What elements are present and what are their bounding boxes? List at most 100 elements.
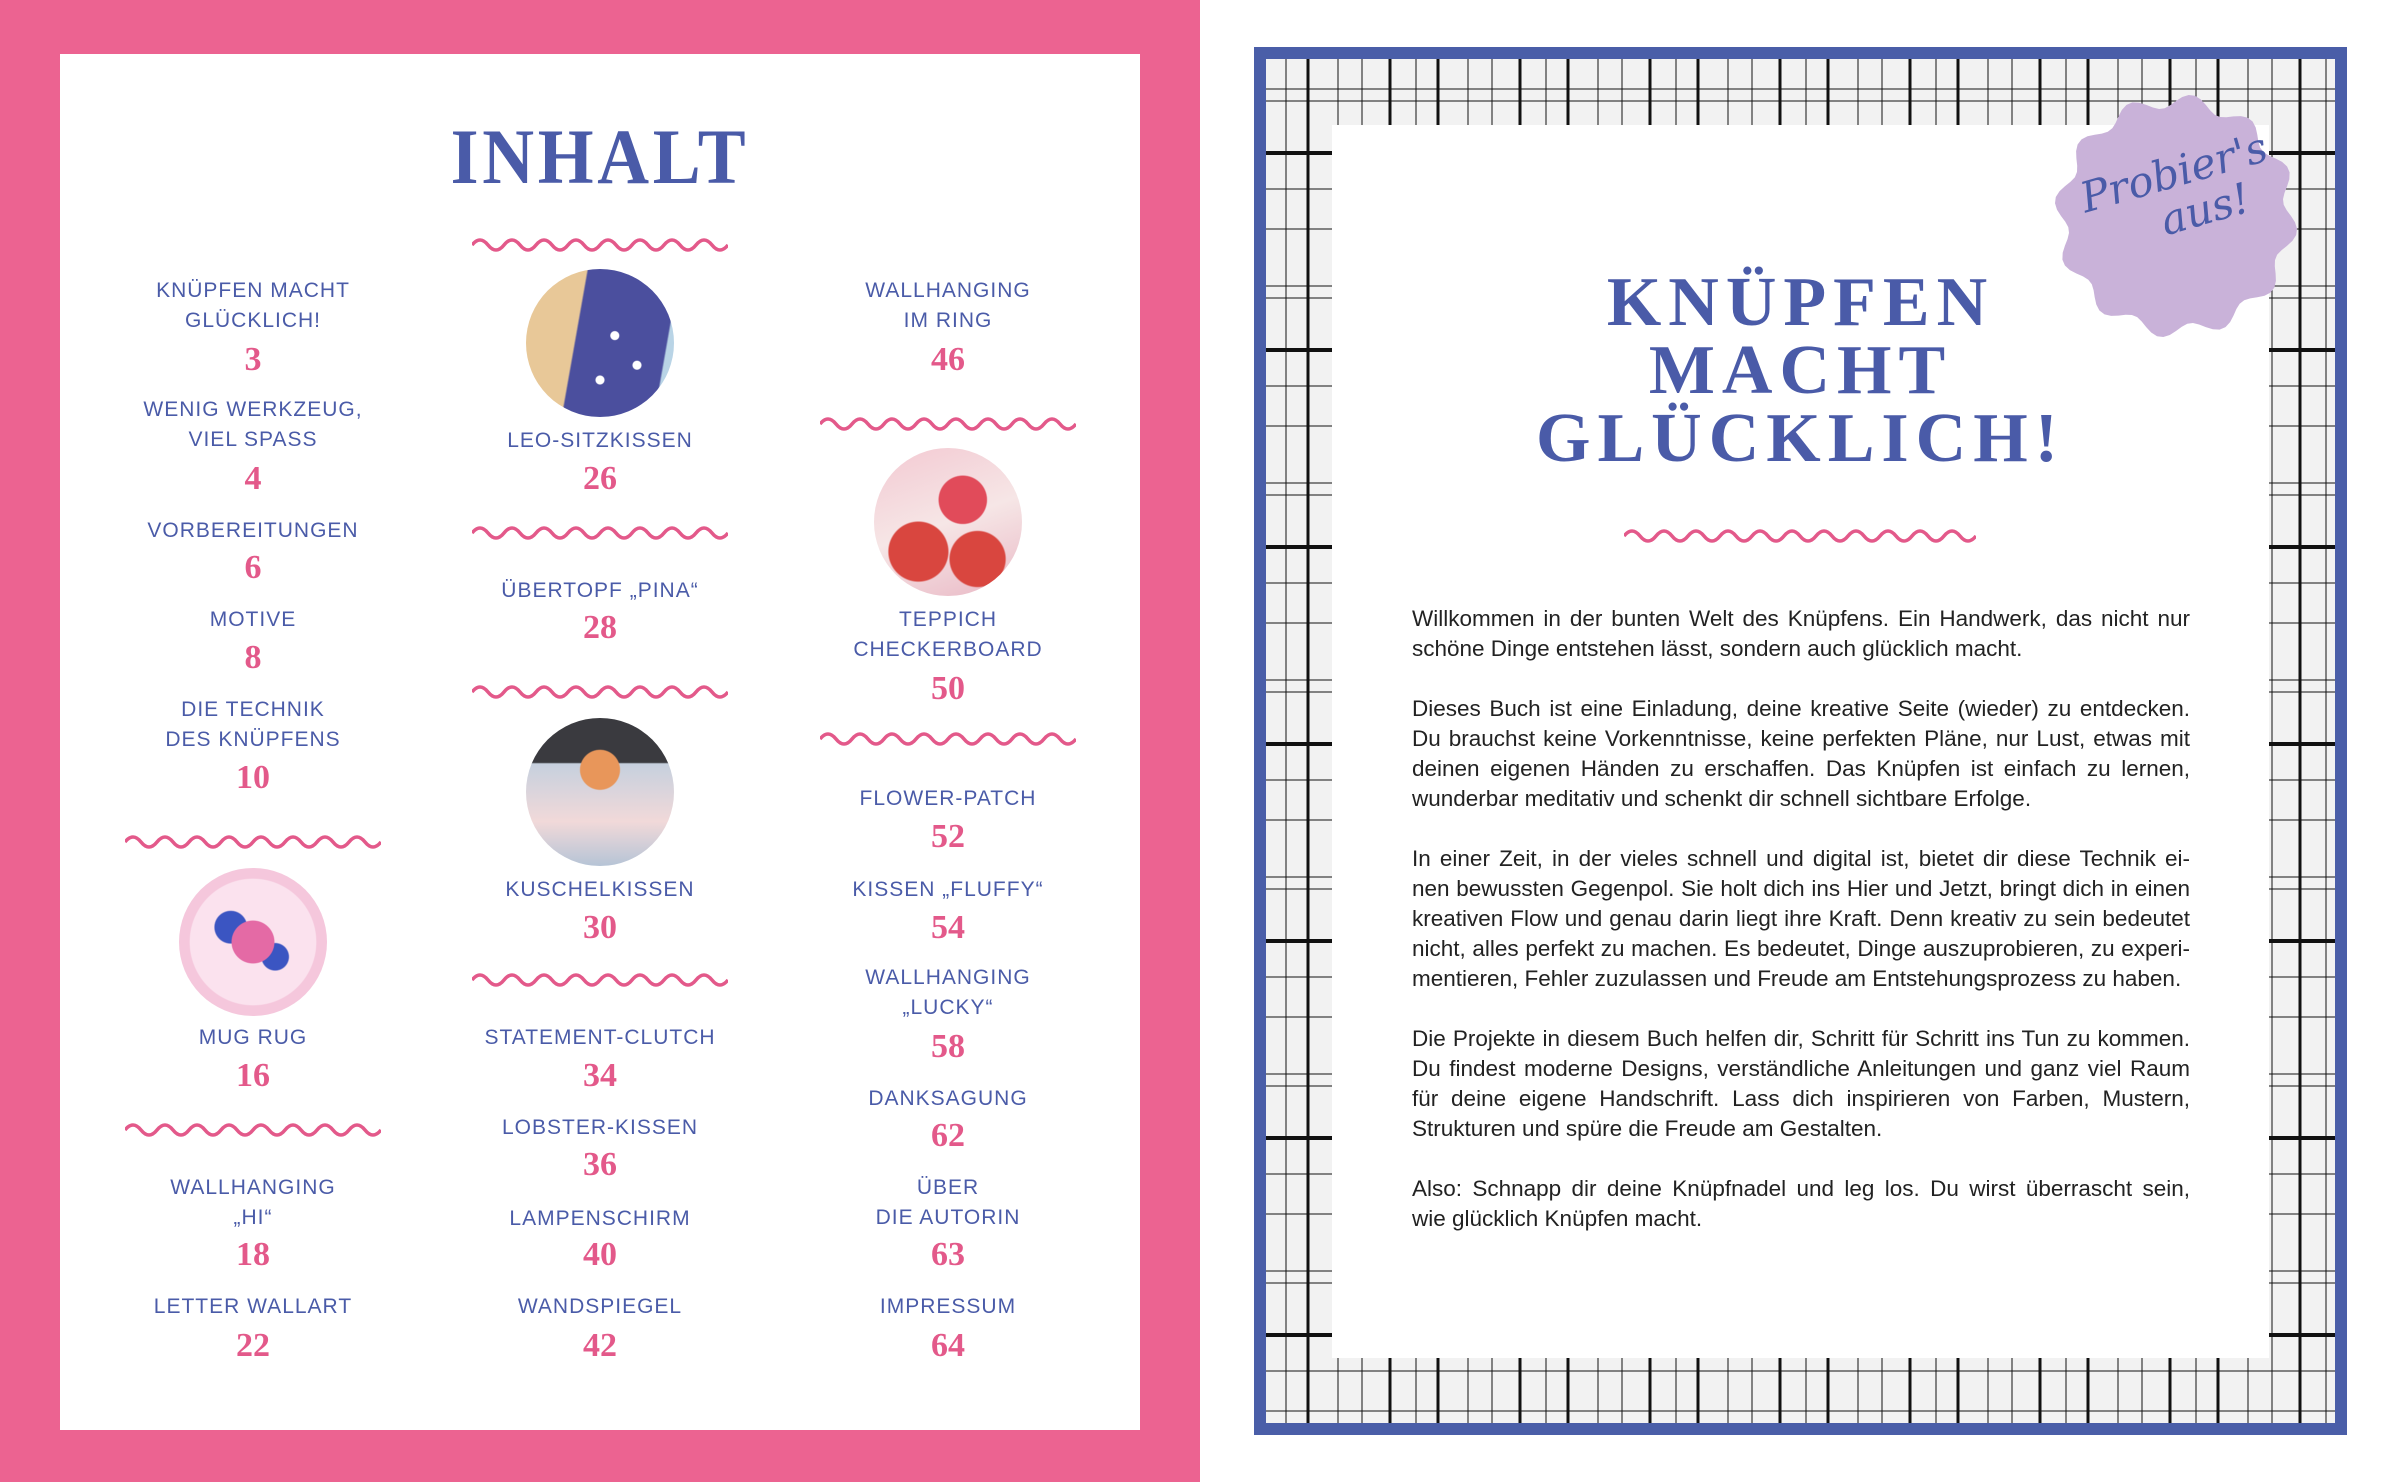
toc-entry-title[interactable]: DIE TECHNIK DES KNÜPFENS	[73, 695, 433, 755]
toc-title: INHALT	[450, 113, 750, 200]
wave-divider	[820, 417, 1076, 431]
leo-cushion-photo	[526, 268, 674, 417]
toc-entry-page-number[interactable]: 40	[583, 1236, 617, 1274]
toc-entry-page-number[interactable]: 10	[236, 758, 270, 796]
wave-divider	[125, 1123, 381, 1137]
toc-entry-page-number[interactable]: 46	[931, 340, 965, 378]
chapter-page	[1332, 125, 2269, 1358]
toc-entry-page-number[interactable]: 54	[931, 908, 965, 946]
toc-entry-title-line: GLÜCKLICH!	[184, 308, 322, 332]
chapter-body: Willkommen in der bunten Welt des Knüpfe…	[1412, 604, 2190, 1264]
toc-entry-title[interactable]: STATEMENT-CLUTCH	[420, 1023, 780, 1053]
toc-entry-title-line: DANKSAGUNG	[868, 1087, 1028, 1111]
toc-entry-title[interactable]: KUSCHELKISSEN	[420, 875, 780, 905]
wave-divider	[125, 835, 381, 849]
toc-entry-title-line: STATEMENT-CLUTCH	[484, 1026, 716, 1050]
toc-entry-title[interactable]: TEPPICH CHECKERBOARD	[768, 605, 1128, 665]
wave-divider	[472, 973, 728, 987]
toc-entry-page-number[interactable]: 18	[236, 1236, 270, 1274]
toc-entry-title[interactable]: KNÜPFEN MACHT GLÜCKLICH!	[73, 276, 433, 336]
toc-entry-page-number[interactable]: 63	[931, 1236, 965, 1274]
toc-entry-title-line: KNÜPFEN MACHT	[156, 278, 350, 302]
toc-entry-title-line: KISSEN „FLUFFY“	[852, 877, 1044, 901]
body-line: Die Projekte in diesem Buch helfen dir, …	[1412, 1026, 2190, 1051]
toc-entry-title[interactable]: FLOWER-PATCH	[768, 784, 1128, 814]
wave-divider	[472, 526, 728, 540]
toc-entry-title[interactable]: KISSEN „FLUFFY“	[768, 875, 1128, 905]
chapter-title-wave	[1624, 529, 1976, 543]
toc-entry-page-number[interactable]: 62	[931, 1117, 965, 1154]
body-line: kreativen Flow und genau darin liegt ihr…	[1412, 906, 2190, 931]
wave-divider	[820, 732, 1076, 747]
toc-entry-title[interactable]: ÜBERTOPF „PINA“	[420, 576, 780, 606]
body-line: Strukturen und spüre die Freude am Gesta…	[1412, 1116, 1883, 1141]
toc-entry-title-line: WALLHANGING	[865, 278, 1031, 302]
toc-entry-page-number[interactable]: 36	[583, 1146, 617, 1184]
toc-entry-title-line: WENIG WERKZEUG,	[143, 398, 363, 422]
toc-entry-title[interactable]: IMPRESSUM	[768, 1292, 1128, 1322]
toc-entry-page-number[interactable]: 30	[583, 908, 617, 946]
toc-entry-title[interactable]: ÜBER DIE AUTORIN	[768, 1173, 1128, 1233]
toc-entry-title[interactable]: WANDSPIEGEL	[420, 1292, 780, 1322]
toc-entry-page-number[interactable]: 8	[244, 639, 262, 677]
body-line: deinen eigenen Händen zu erschaffen. Das…	[1412, 756, 2190, 781]
toc-entry-title-line: DIE AUTORIN	[875, 1206, 1021, 1230]
toc-entry-title[interactable]: DANKSAGUNG	[768, 1084, 1128, 1114]
toc-entry-page-number[interactable]: 3	[244, 340, 262, 378]
toc-entry-title-line: FLOWER-PATCH	[859, 787, 1037, 811]
toc-entry-title-line: CHECKERBOARD	[853, 638, 1043, 662]
body-paragraph: Die Projekte in diesem Buch helfen dir, …	[1412, 1024, 2190, 1144]
body-paragraph: Willkommen in der bunten Welt des Knüpfe…	[1412, 604, 2190, 664]
toc-entry-title-line: LAMPENSCHIRM	[509, 1206, 691, 1230]
toc-entry-page-number[interactable]: 26	[583, 460, 617, 498]
toc-entry-title[interactable]: MUG RUG	[73, 1023, 433, 1053]
body-paragraph: Dieses Buch ist eine Einladung, deine kr…	[1412, 694, 2190, 814]
toc-entry-title-line: MUG RUG	[198, 1026, 308, 1050]
body-line: für deine eigene Handschrift. Lass dich …	[1412, 1086, 2190, 1111]
toc-entry-title-line: ÜBER	[916, 1176, 980, 1200]
toc-entry-page-number[interactable]: 28	[583, 608, 617, 646]
toc-entry-page-number[interactable]: 58	[931, 1028, 965, 1066]
toc-entry-title-line: DIE TECHNIK	[181, 698, 325, 722]
toc-entry-title-line: KUSCHELKISSEN	[505, 877, 695, 901]
toc-entry-title[interactable]: MOTIVE	[73, 605, 433, 635]
toc-entry-page-number[interactable]: 52	[931, 818, 965, 856]
toc-entry-title-line: VIEL SPASS	[188, 428, 318, 452]
toc-entry-title[interactable]: LOBSTER-KISSEN	[420, 1113, 780, 1143]
chapter-title-line-2: MACHT	[1648, 332, 1953, 409]
toc-entry-page-number[interactable]: 64	[931, 1326, 965, 1364]
toc-entry-title-line: WALLHANGING	[170, 1176, 336, 1200]
toc-entry-title[interactable]: LETTER WALLART	[73, 1292, 433, 1322]
toc-entry-title-line: VORBEREITUNGEN	[147, 519, 359, 543]
toc-entry-page-number[interactable]: 16	[236, 1057, 270, 1095]
toc-entry-page-number[interactable]: 42	[583, 1326, 617, 1364]
toc-entry-title-line: „HI“	[233, 1206, 273, 1230]
toc-entry-title[interactable]: WALLHANGING „HI“	[73, 1173, 433, 1233]
body-line: In einer Zeit, in der vieles schnell und…	[1412, 846, 2190, 871]
body-paragraph: In einer Zeit, in der vieles schnell und…	[1412, 844, 2190, 994]
toc-entry-title[interactable]: WALLHANGING „LUCKY“	[768, 963, 1128, 1023]
cuddle-cushion-photo	[526, 717, 674, 866]
toc-entry-title[interactable]: WENIG WERKZEUG, VIEL SPASS	[73, 395, 433, 455]
toc-entry-title[interactable]: LEO-SITZKISSEN	[420, 426, 780, 456]
chapter-title-line-3: GLÜCKLICH!	[1536, 400, 2065, 477]
toc-entry-title-line: LEO-SITZKISSEN	[507, 428, 693, 452]
body-line: Du findest moderne Designs, verständlich…	[1412, 1056, 2190, 1081]
chapter-title-line-1: KNÜPFEN	[1606, 264, 1995, 341]
toc-entry-title[interactable]: VORBEREITUNGEN	[73, 516, 433, 546]
toc-entry-title[interactable]: LAMPENSCHIRM	[420, 1204, 780, 1234]
toc-entry-title[interactable]: WALLHANGING IM RING	[768, 276, 1128, 336]
body-line: schöne Dinge entstehen lässt, sondern au…	[1412, 636, 2023, 661]
toc-entry-page-number[interactable]: 4	[244, 460, 262, 498]
body-line: mentieren, Fehler zuzulassen und Freude …	[1412, 966, 2182, 991]
toc-entry-page-number[interactable]: 34	[583, 1057, 617, 1095]
toc-entry-page-number[interactable]: 22	[236, 1326, 270, 1364]
mug-rug-photo	[179, 867, 327, 1016]
toc-entry-title-line: „LUCKY“	[902, 996, 994, 1020]
toc-entry-title-line: IMPRESSUM	[879, 1295, 1017, 1319]
toc-entry-page-number[interactable]: 6	[244, 549, 262, 586]
toc-entry-page-number[interactable]: 50	[931, 669, 965, 707]
toc-entry-title-line: LOBSTER-KISSEN	[501, 1116, 699, 1140]
badge-sticker	[2055, 95, 2297, 337]
toc-entry-title-line: WALLHANGING	[865, 966, 1031, 990]
